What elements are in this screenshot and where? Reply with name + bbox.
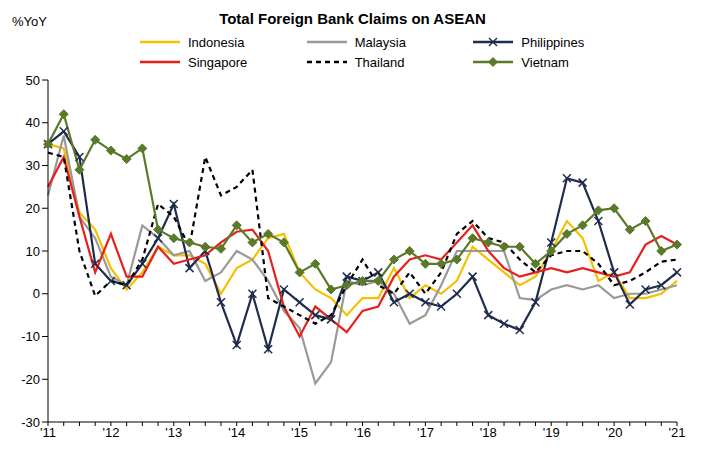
html-text:Malaysia: Malaysia: [354, 34, 406, 50]
svg-text:'16: '16: [354, 425, 371, 440]
svg-text:'17: '17: [417, 425, 434, 440]
svg-text:'20: '20: [606, 425, 623, 440]
svg-text:0: 0: [33, 286, 40, 301]
html-text:Philippines: Philippines: [521, 34, 585, 50]
svg-text:20: 20: [26, 201, 40, 216]
svg-text:'11: '11: [40, 425, 56, 440]
svg-text:-30: -30: [21, 415, 40, 430]
svg-text:10: 10: [26, 244, 40, 259]
svg-text:'18: '18: [480, 425, 497, 440]
svg-text:30: 30: [26, 158, 40, 173]
html-text:Singapore: Singapore: [188, 54, 248, 70]
svg-text:'12: '12: [102, 425, 119, 440]
svg-text:'21: '21: [669, 425, 686, 440]
svg-text:40: 40: [26, 115, 40, 130]
svg-text:-10: -10: [21, 329, 40, 344]
svg-text:'19: '19: [543, 425, 560, 440]
html-text:Vietnam: Vietnam: [521, 54, 569, 70]
html-text:%YoY: %YoY: [12, 14, 47, 29]
svg-text:'14: '14: [228, 425, 245, 440]
svg-text:'15: '15: [291, 425, 308, 440]
svg-text:'13: '13: [165, 425, 182, 440]
html-text:Thailand: Thailand: [354, 54, 405, 70]
svg-text:-20: -20: [21, 372, 40, 387]
svg-text:50: 50: [26, 73, 40, 88]
html-text:Total Foreign Bank Claims on A: Total Foreign Bank Claims on ASEAN: [219, 10, 486, 27]
html-text:Indonesia: Indonesia: [188, 34, 245, 50]
